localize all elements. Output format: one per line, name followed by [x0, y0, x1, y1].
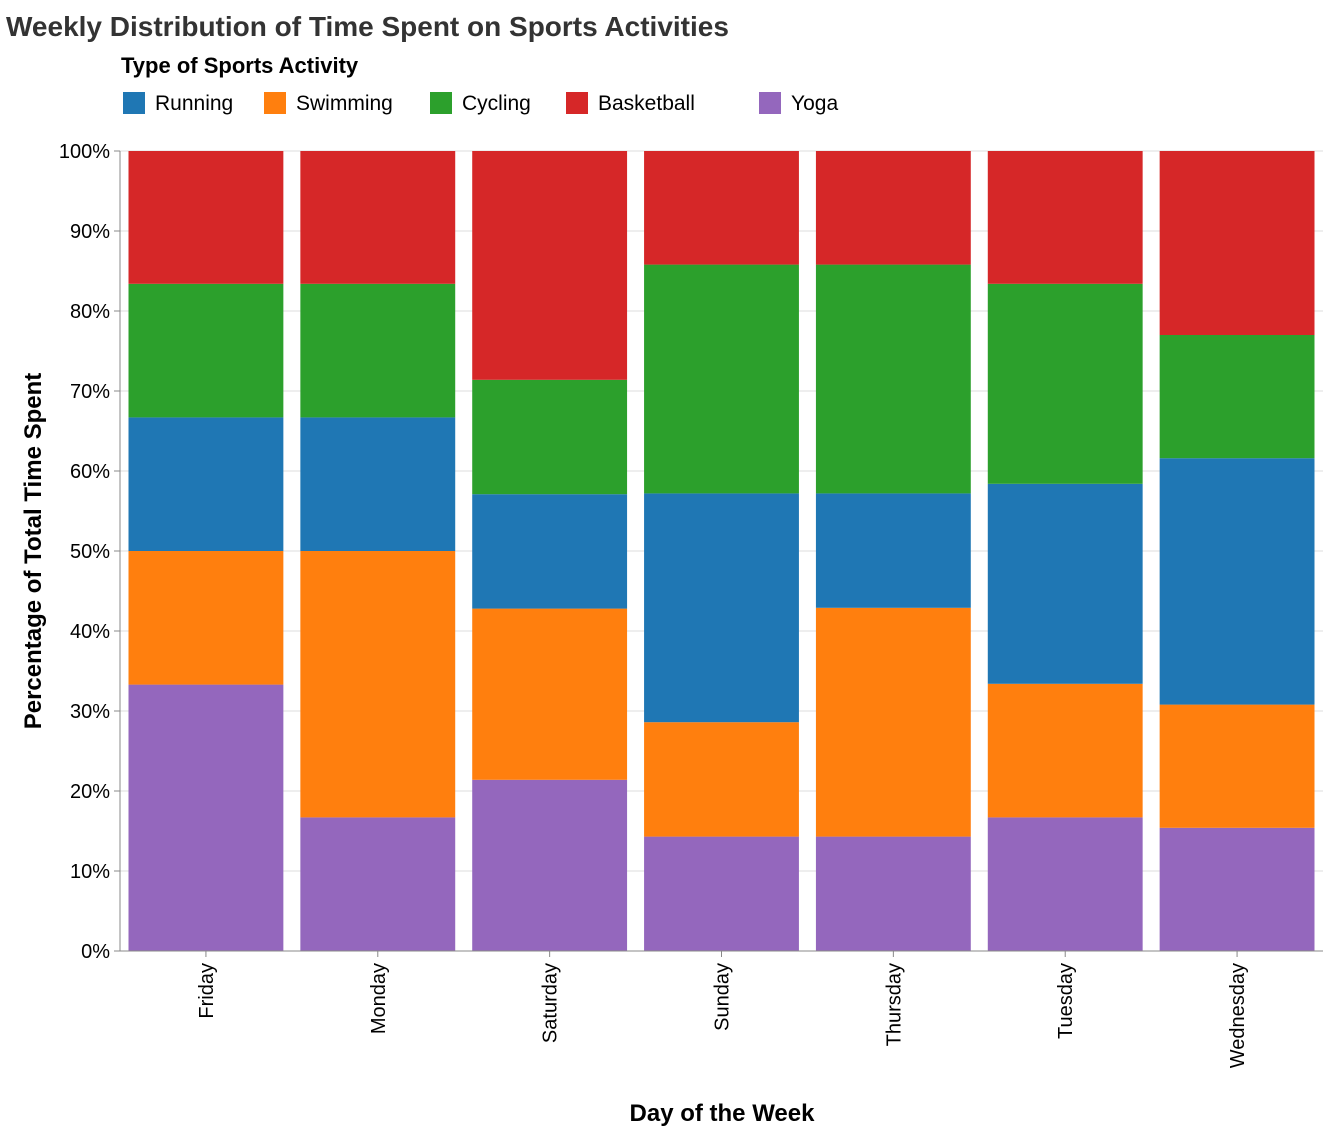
- x-tick-label-tuesday: Tuesday: [1055, 963, 1077, 1039]
- bar-saturday-yoga[interactable]: [472, 779, 628, 951]
- bar-thursday-cycling[interactable]: [815, 264, 971, 494]
- y-tick-label: 50%: [70, 541, 110, 563]
- legend-title: Type of Sports Activity: [121, 53, 359, 78]
- legend-item-yoga[interactable]: Yoga: [759, 92, 838, 115]
- bar-monday-basketball[interactable]: [300, 151, 456, 284]
- bar-wednesday-yoga[interactable]: [1159, 827, 1315, 951]
- x-tick-label-saturday: Saturday: [540, 963, 562, 1043]
- legend-label: Swimming: [296, 92, 393, 115]
- bar-monday-swimming[interactable]: [300, 551, 456, 818]
- chart-title: Weekly Distribution of Time Spent on Spo…: [6, 11, 729, 42]
- bar-tuesday-yoga[interactable]: [987, 817, 1143, 951]
- legend-items: Running Swimming Cycling Basketball Yoga: [123, 92, 838, 115]
- x-axis: Friday Monday Saturday Sunday Thursday Tuesda…: [120, 950, 1323, 1068]
- bar-friday-swimming[interactable]: [128, 551, 284, 685]
- bar-saturday-basketball[interactable]: [472, 151, 628, 380]
- bar-tuesday-running[interactable]: [987, 483, 1143, 684]
- y-tick-label: 80%: [70, 301, 110, 323]
- bar-saturday-running[interactable]: [472, 494, 628, 609]
- legend-swatch: [123, 92, 145, 114]
- bar-sunday-basketball[interactable]: [644, 151, 799, 265]
- x-tick-label-thursday: Thursday: [883, 963, 905, 1046]
- legend-label: Running: [155, 92, 233, 115]
- y-tick-label: 0%: [81, 941, 110, 963]
- legend-item-cycling[interactable]: Cycling: [430, 92, 531, 115]
- x-tick-label-sunday: Sunday: [712, 963, 734, 1031]
- y-tick-label: 90%: [70, 221, 110, 243]
- y-axis: 0% 10% 20% 30% 40% 50% 60% 70% 80% 90% 100%: [59, 141, 121, 963]
- bar-monday-cycling[interactable]: [300, 283, 456, 418]
- bar-wednesday-basketball[interactable]: [1159, 151, 1315, 335]
- legend-swatch: [430, 92, 452, 114]
- y-tick-label: 60%: [70, 461, 110, 483]
- bar-thursday-yoga[interactable]: [815, 836, 971, 951]
- bar-thursday-swimming[interactable]: [815, 607, 971, 837]
- bar-tuesday-swimming[interactable]: [987, 683, 1143, 818]
- bar-wednesday-swimming[interactable]: [1159, 704, 1315, 828]
- legend-item-basketball[interactable]: Basketball: [566, 92, 695, 115]
- legend-label: Cycling: [462, 92, 531, 115]
- y-tick-label: 100%: [59, 141, 110, 163]
- bar-wednesday-running[interactable]: [1159, 458, 1315, 705]
- x-tick-label-wednesday: Wednesday: [1227, 963, 1249, 1068]
- legend-item-swimming[interactable]: Swimming: [264, 92, 393, 115]
- x-tick-label-friday: Friday: [196, 963, 218, 1019]
- y-tick-label: 20%: [70, 781, 110, 803]
- bar-wednesday-cycling[interactable]: [1159, 335, 1315, 459]
- legend-label: Basketball: [598, 92, 695, 115]
- bar-saturday-swimming[interactable]: [472, 608, 628, 780]
- x-tick-label-monday: Monday: [368, 963, 390, 1034]
- bar-saturday-cycling[interactable]: [472, 379, 628, 495]
- legend-label: Yoga: [791, 92, 838, 115]
- legend-swatch: [264, 92, 286, 114]
- bar-monday-running[interactable]: [300, 417, 456, 551]
- bars: [128, 151, 1315, 951]
- bar-monday-yoga[interactable]: [300, 817, 456, 951]
- bar-sunday-running[interactable]: [644, 493, 799, 723]
- y-tick-label: 30%: [70, 701, 110, 723]
- y-tick-label: 40%: [70, 621, 110, 643]
- bar-sunday-cycling[interactable]: [644, 264, 799, 494]
- legend-swatch: [566, 92, 588, 114]
- bar-sunday-yoga[interactable]: [644, 836, 799, 951]
- bar-friday-cycling[interactable]: [128, 283, 284, 418]
- bar-thursday-running[interactable]: [815, 493, 971, 608]
- y-tick-label: 10%: [70, 861, 110, 883]
- y-axis-title: Percentage of Total Time Spent: [20, 373, 47, 730]
- legend: Type of Sports Activity Running Swimming C…: [121, 53, 838, 115]
- legend-swatch: [759, 92, 781, 114]
- bar-friday-running[interactable]: [128, 417, 284, 551]
- bar-tuesday-cycling[interactable]: [987, 283, 1143, 484]
- bar-thursday-basketball[interactable]: [815, 151, 971, 265]
- bar-tuesday-basketball[interactable]: [987, 151, 1143, 284]
- bar-sunday-swimming[interactable]: [644, 722, 799, 837]
- legend-item-running[interactable]: Running: [123, 92, 233, 115]
- bar-friday-yoga[interactable]: [128, 684, 284, 951]
- x-axis-title: Day of the Week: [630, 1100, 816, 1127]
- y-tick-label: 70%: [70, 381, 110, 403]
- bar-friday-basketball[interactable]: [128, 151, 284, 284]
